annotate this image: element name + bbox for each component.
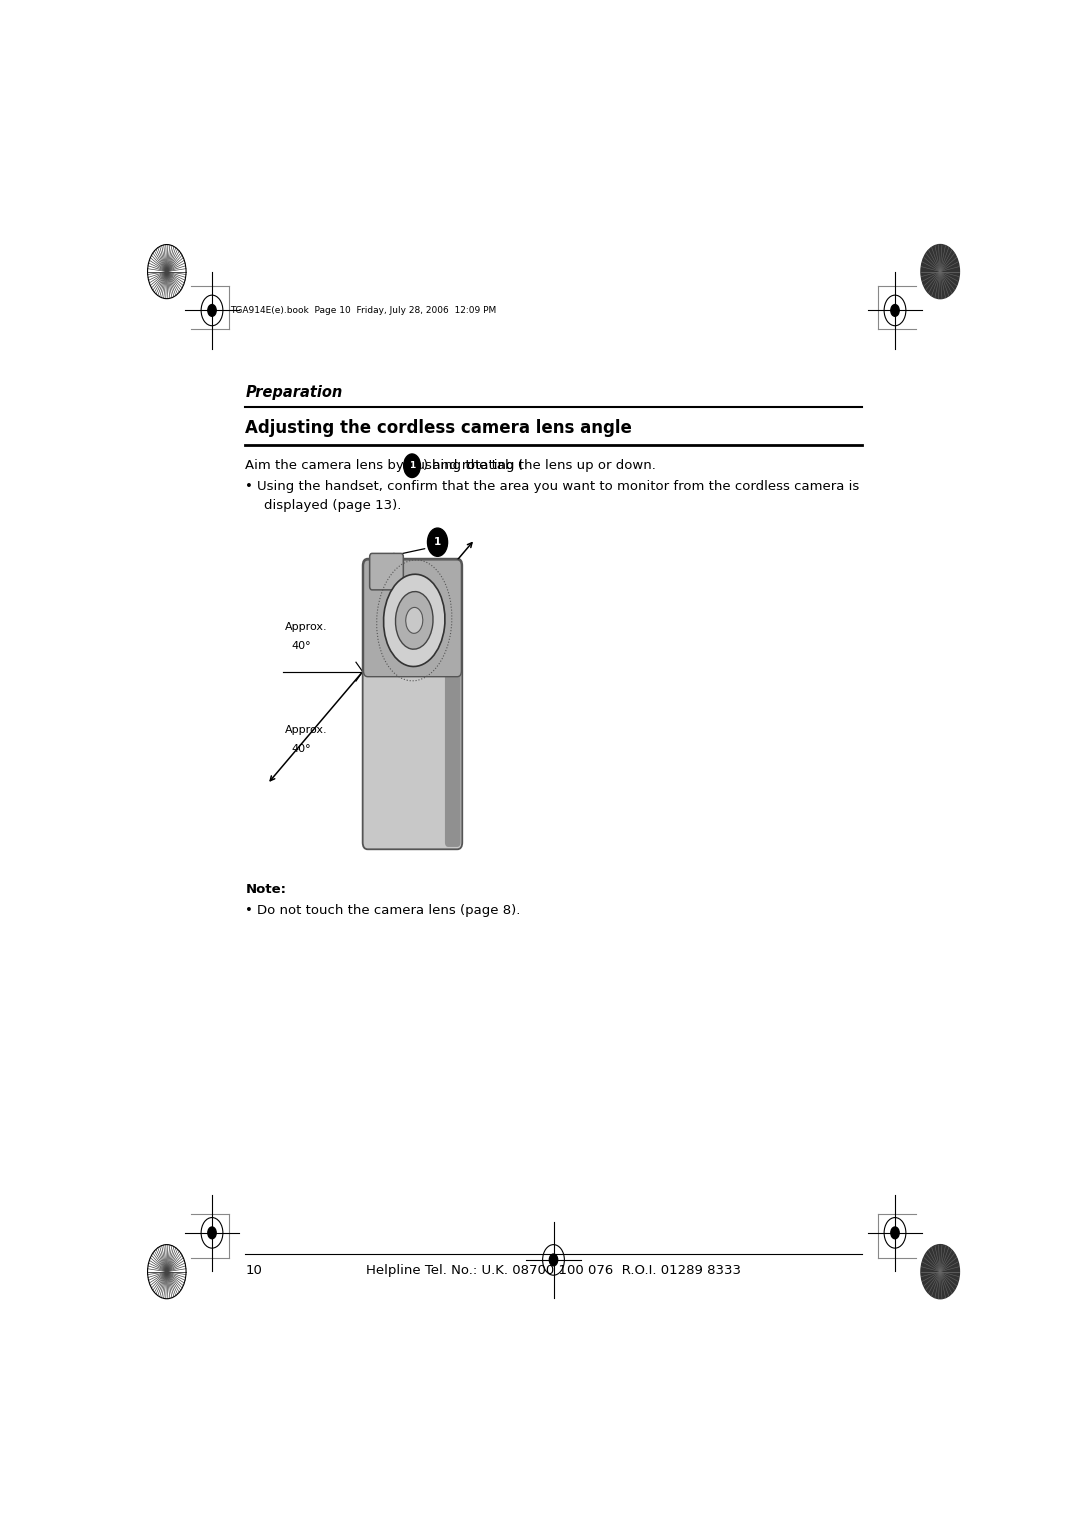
Text: Do not touch the camera lens (page 8).: Do not touch the camera lens (page 8).	[257, 905, 521, 917]
Circle shape	[207, 1227, 216, 1239]
Circle shape	[550, 1254, 557, 1265]
Text: 1: 1	[434, 538, 441, 547]
Circle shape	[404, 454, 420, 477]
Text: Adjusting the cordless camera lens angle: Adjusting the cordless camera lens angle	[245, 419, 633, 437]
Ellipse shape	[383, 575, 445, 666]
Text: 40°: 40°	[292, 744, 311, 755]
Circle shape	[428, 529, 447, 556]
Text: 1: 1	[409, 461, 415, 471]
Text: TGA914E(e).book  Page 10  Friday, July 28, 2006  12:09 PM: TGA914E(e).book Page 10 Friday, July 28,…	[230, 306, 497, 315]
Text: displayed (page 13).: displayed (page 13).	[264, 500, 402, 512]
Text: Aim the camera lens by pushing the tab (: Aim the camera lens by pushing the tab (	[245, 460, 524, 472]
FancyBboxPatch shape	[445, 561, 460, 847]
Text: Approx.: Approx.	[285, 726, 327, 735]
Ellipse shape	[406, 608, 422, 633]
Text: Note:: Note:	[245, 883, 286, 895]
Text: •: •	[245, 480, 254, 494]
Circle shape	[148, 1245, 186, 1299]
Text: Using the handset, confirm that the area you want to monitor from the cordless c: Using the handset, confirm that the area…	[257, 480, 860, 494]
Circle shape	[148, 244, 186, 298]
Circle shape	[921, 244, 959, 298]
Text: ) and rotating the lens up or down.: ) and rotating the lens up or down.	[423, 460, 656, 472]
Ellipse shape	[395, 591, 433, 649]
FancyBboxPatch shape	[369, 553, 403, 590]
Text: •: •	[245, 905, 254, 917]
Text: 40°: 40°	[292, 640, 311, 651]
Circle shape	[207, 304, 216, 316]
FancyBboxPatch shape	[363, 559, 462, 850]
Text: Helpline Tel. No.: U.K. 08700 100 076  R.O.I. 01289 8333: Helpline Tel. No.: U.K. 08700 100 076 R.…	[366, 1264, 741, 1277]
FancyBboxPatch shape	[364, 559, 461, 677]
Circle shape	[921, 1245, 959, 1299]
Text: Preparation: Preparation	[245, 385, 342, 400]
Text: 10: 10	[245, 1264, 262, 1277]
Circle shape	[891, 304, 900, 316]
Circle shape	[891, 1227, 900, 1239]
Text: Approx.: Approx.	[285, 622, 327, 633]
